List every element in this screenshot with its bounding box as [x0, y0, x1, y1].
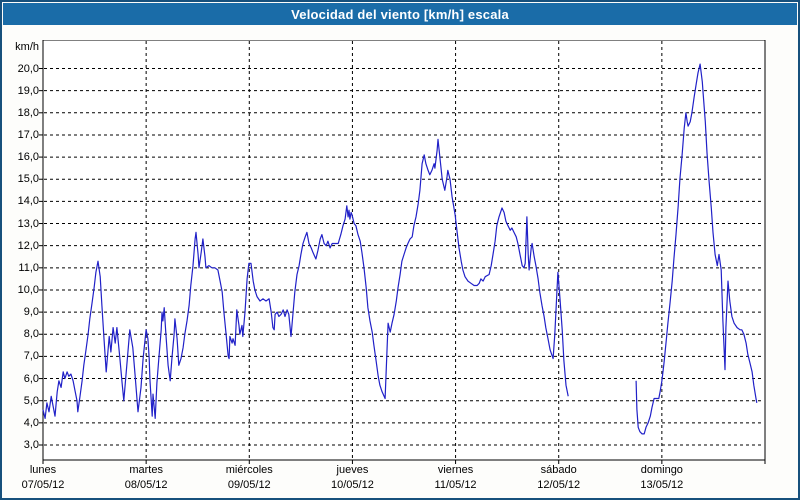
x-day-label: martes 08/05/12: [98, 463, 194, 493]
day-name-label: lunes: [29, 464, 57, 476]
title-bar: Velocidad del viento [km/h] escala: [3, 3, 797, 25]
y-tick-label: 11,0: [18, 261, 39, 274]
x-day-label: sábado 12/05/12: [511, 463, 607, 493]
y-tick-label: 18,0: [17, 106, 39, 119]
plot-border: [42, 40, 766, 461]
y-tick-label: 6,0: [23, 372, 39, 385]
wind-speed-line: [635, 63, 758, 435]
day-name-label: domingo: [640, 464, 683, 476]
day-name-label: jueves: [336, 464, 369, 476]
y-tick-label: 14,0: [17, 195, 39, 208]
window-title: Velocidad del viento [km/h] escala: [291, 6, 509, 22]
day-date-label: 07/05/12: [21, 479, 65, 491]
x-day-label: domingo 13/05/12: [614, 463, 710, 493]
y-tick-label: 3,0: [23, 439, 39, 451]
y-tick-label: 12,0: [17, 239, 39, 252]
day-name-label: sábado: [540, 464, 577, 476]
day-date-label: 08/05/12: [124, 479, 168, 491]
x-day-label: jueves 10/05/12: [304, 463, 400, 493]
day-name-label: viernes: [437, 464, 474, 476]
y-tick-label: 16,0: [17, 151, 39, 164]
x-day-label: lunes 07/05/12: [2, 463, 91, 493]
day-date-label: 09/05/12: [227, 479, 271, 491]
y-tick-label: 5,0: [23, 394, 39, 407]
y-axis-unit-label: km/h: [15, 41, 39, 53]
y-tick-label: 13,0: [17, 217, 39, 230]
y-tick-label: 15,0: [17, 173, 39, 186]
y-tick-label: 10,0: [17, 283, 39, 296]
y-tick-label: 8,0: [23, 328, 39, 341]
day-date-label: 13/05/12: [640, 479, 684, 491]
y-tick-label: 7,0: [23, 350, 39, 363]
wind-speed-chart: [39, 40, 766, 464]
day-date-label: 11/05/12: [434, 479, 477, 491]
y-tick-label: 20,0: [17, 62, 39, 75]
y-tick-label: 4,0: [23, 416, 39, 429]
day-date-label: 10/05/12: [331, 479, 374, 491]
x-day-label: viernes 11/05/12: [408, 463, 504, 493]
y-tick-label: 19,0: [17, 84, 39, 97]
wind-speed-line: [42, 138, 569, 419]
day-name-label: martes: [129, 464, 163, 476]
y-tick-label: 17,0: [17, 128, 39, 141]
day-date-label: 12/05/12: [537, 479, 581, 491]
day-name-label: miércoles: [225, 464, 273, 476]
x-day-label: miércoles 09/05/12: [201, 463, 297, 493]
y-tick-label: 9,0: [23, 306, 39, 319]
